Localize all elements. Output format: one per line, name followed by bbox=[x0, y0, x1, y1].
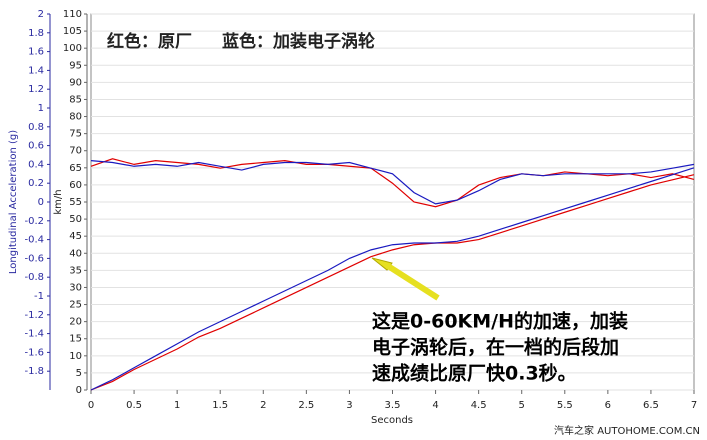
legend-label: 红色：原厂 bbox=[107, 31, 192, 52]
y2-tick-label: 35 bbox=[69, 265, 82, 276]
y-tick-label: -1.8 bbox=[24, 366, 44, 377]
y-tick-label: -0.2 bbox=[24, 216, 44, 227]
y2-tick-label: 60 bbox=[69, 180, 82, 191]
series-line bbox=[90, 167, 695, 391]
x-tick-label: 0.5 bbox=[126, 400, 142, 411]
y-tick-label: 0.8 bbox=[28, 122, 44, 133]
y-tick-label: 0.6 bbox=[28, 141, 44, 152]
y2-tick-label: 110 bbox=[63, 9, 82, 20]
y2-tick-label: 65 bbox=[69, 163, 82, 174]
y2-tick-label: 10 bbox=[69, 351, 82, 362]
x-tick-label: 1.5 bbox=[212, 400, 228, 411]
y-tick-label: 1.4 bbox=[28, 65, 44, 76]
y-tick-label: -0.8 bbox=[24, 272, 44, 283]
x-tick-label: 3.5 bbox=[385, 400, 401, 411]
y2-tick-label: 80 bbox=[69, 112, 82, 123]
x-tick-label: 6.5 bbox=[643, 400, 659, 411]
y-tick-label: 1.8 bbox=[28, 28, 44, 39]
x-tick-label: 0 bbox=[88, 400, 94, 411]
annotation: 这是0-60KM/H的加速，加装 bbox=[372, 310, 628, 333]
y2-tick-label: 5 bbox=[76, 368, 82, 379]
x-tick-label: 2.5 bbox=[298, 400, 314, 411]
x-tick-label: 4 bbox=[432, 400, 438, 411]
arrow bbox=[386, 263, 440, 301]
y-tick-label: 1.2 bbox=[28, 84, 44, 95]
y2-tick-label: 100 bbox=[63, 43, 82, 54]
x-label: Seconds bbox=[371, 415, 413, 426]
y-tick-label: 0.4 bbox=[28, 159, 44, 170]
legend-label: 蓝色：加装电子涡轮 bbox=[222, 31, 375, 52]
y2-tick-label: 70 bbox=[69, 146, 82, 157]
y2-tick-label: 105 bbox=[63, 26, 82, 37]
series-line bbox=[90, 160, 695, 205]
y2-tick-label: 75 bbox=[69, 129, 82, 140]
x-tick-label: 4.5 bbox=[471, 400, 487, 411]
x-tick-label: 5.5 bbox=[557, 400, 573, 411]
y-tick-label: -1.2 bbox=[24, 310, 44, 321]
y2-tick-label: 85 bbox=[69, 94, 82, 105]
y2-tick-label: 45 bbox=[69, 231, 82, 242]
y2-tick-label: 30 bbox=[69, 282, 82, 293]
y-label: Longitudinal Acceleration (g) bbox=[8, 130, 19, 274]
x-tick-label: 5 bbox=[519, 400, 525, 411]
x-tick-label: 2 bbox=[260, 400, 266, 411]
y2-tick-label: 50 bbox=[69, 214, 82, 225]
y-tick-label: 1 bbox=[38, 103, 44, 114]
y-tick-label: 0 bbox=[38, 197, 44, 208]
y2-tick-label: 15 bbox=[69, 334, 82, 345]
y-tick-label: 0.2 bbox=[28, 178, 44, 189]
y2-tick-label: 25 bbox=[69, 300, 82, 311]
y2-label: km/h bbox=[53, 189, 64, 214]
watermark: 汽车之家 AUTOHOME.COM.CN bbox=[554, 424, 700, 437]
y-tick-label: -0.6 bbox=[24, 253, 44, 264]
y-tick-label: -1 bbox=[34, 291, 44, 302]
y2-tick-label: 95 bbox=[69, 60, 82, 71]
y2-tick-label: 40 bbox=[69, 248, 82, 259]
x-tick-label: 6 bbox=[605, 400, 611, 411]
series-line bbox=[90, 174, 695, 391]
x-tick-label: 3 bbox=[346, 400, 352, 411]
annotation: 电子涡轮后，在一档的后段加 bbox=[372, 336, 619, 359]
y-tick-label: 2 bbox=[38, 9, 44, 20]
y2-tick-label: 55 bbox=[69, 197, 82, 208]
y-tick-label: 1.6 bbox=[28, 47, 44, 58]
y2-tick-label: 90 bbox=[69, 77, 82, 88]
y-tick-label: -1.6 bbox=[24, 347, 44, 358]
y2-tick-label: 0 bbox=[76, 385, 82, 396]
x-tick-label: 7 bbox=[691, 400, 697, 411]
y2-tick-label: 20 bbox=[69, 317, 82, 328]
y-tick-label: -1.4 bbox=[24, 329, 44, 340]
annotation: 速成绩比原厂快0.3秒。 bbox=[372, 362, 577, 385]
x-tick-label: 1 bbox=[174, 400, 180, 411]
y-tick-label: -0.4 bbox=[24, 235, 44, 246]
